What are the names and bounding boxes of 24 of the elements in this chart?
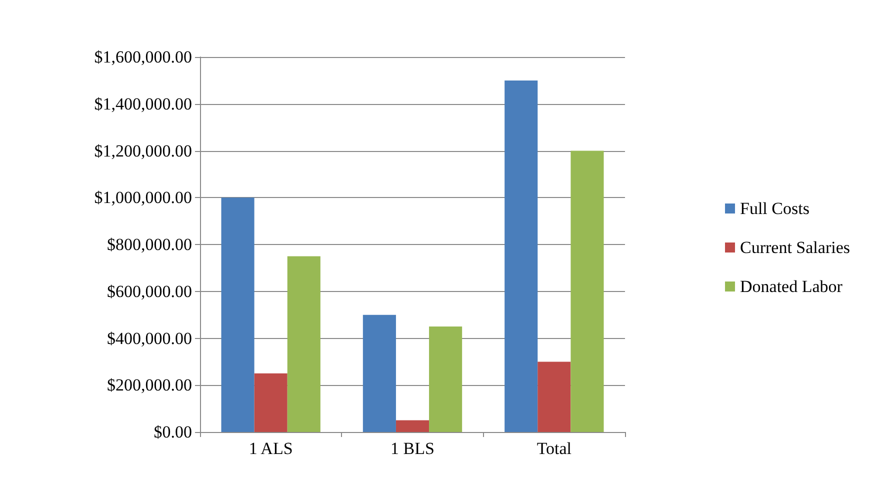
x-tick-label: Total [536, 439, 572, 458]
legend-label: Donated Labor [740, 277, 843, 296]
y-tick-label: $1,000,000.00 [94, 188, 192, 208]
y-tick-label: $200,000.00 [107, 376, 192, 395]
bar [570, 150, 604, 432]
bar [362, 314, 396, 432]
bar [254, 373, 288, 432]
y-tick-label: $1,400,000.00 [94, 94, 192, 114]
bar [287, 256, 320, 432]
bar [221, 198, 254, 432]
bar [504, 80, 538, 432]
bar [396, 420, 430, 432]
y-tick-label: $1,200,000.00 [94, 141, 192, 160]
bar [429, 326, 462, 432]
y-tick-label: $800,000.00 [107, 235, 192, 254]
y-tick-label: $400,000.00 [107, 328, 192, 348]
y-tick-label: $0.00 [154, 422, 192, 442]
y-tick-label: $1,600,000.00 [94, 48, 192, 66]
x-tick-label: 1 ALS [248, 439, 293, 458]
bar [538, 362, 571, 432]
legend-label: Current Salaries [740, 238, 850, 257]
x-tick-label: 1 BLS [390, 439, 434, 458]
legend-label: Full Costs [740, 199, 810, 218]
y-tick-label: $600,000.00 [107, 282, 192, 301]
